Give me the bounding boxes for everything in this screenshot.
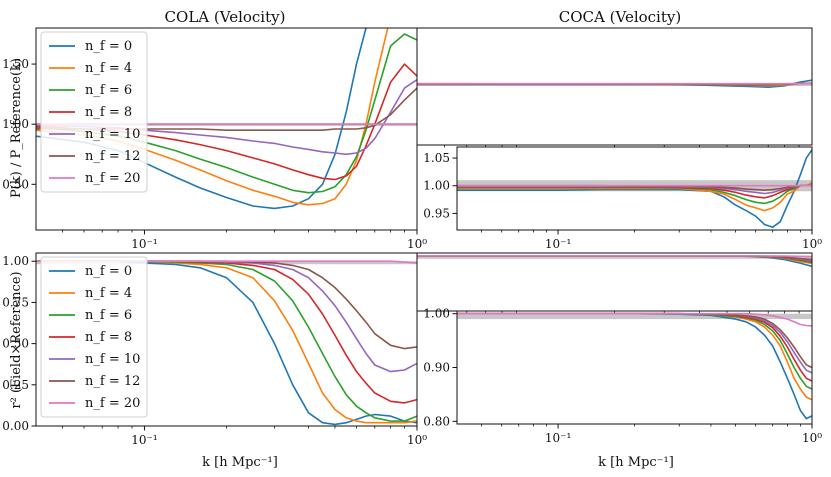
panel-cola_r2: 10⁻¹ 10⁰ 0.00 0.25 0.50 0.75 1.00 xyxy=(2,252,427,447)
legend-label: n_f = 6 xyxy=(85,83,132,98)
ylabel-power: P(k) / P_Reference(k) xyxy=(9,58,24,198)
legend-power: n_f = 0 n_f = 4 n_f = 6 n_f = 8 n_f = 10 n_f … xyxy=(40,31,148,193)
legend-label: n_f = 4 xyxy=(85,61,132,76)
panel-coca_power_zoom: 10⁻¹ 10⁰ 0.95 1.00 1.05 xyxy=(423,146,822,251)
y-tick-label: 1.05 xyxy=(423,151,450,165)
y-tick-label: 1.00 xyxy=(2,254,29,268)
x-tick-label: 10⁻¹ xyxy=(131,433,157,447)
series-line-coca_power_zoom-1 xyxy=(457,182,812,212)
x-tick-label: 10⁻¹ xyxy=(131,237,157,251)
plot-area-cola_power xyxy=(36,28,417,210)
series-line-coca_r2_zoom-6 xyxy=(457,312,812,327)
y-tick-label: 1.00 xyxy=(2,117,29,131)
plot-area-cola_r2 xyxy=(36,260,417,426)
reference-band xyxy=(457,313,812,320)
legend-label: n_f = 8 xyxy=(85,105,132,120)
series-line-cola_power-1 xyxy=(36,28,389,206)
legend-label: n_f = 8 xyxy=(85,330,132,345)
legend-label: n_f = 12 xyxy=(85,374,140,389)
legend-label: n_f = 20 xyxy=(85,396,140,411)
legend-label: n_f = 4 xyxy=(85,286,132,301)
series-line-cola_power-4 xyxy=(36,79,417,156)
panel-coca_power xyxy=(416,27,813,148)
panel-coca_r2_zoom: 10⁻¹ 10⁰ 0.80 0.90 1.00 xyxy=(423,307,822,445)
title-cola: COLA (Velocity) xyxy=(165,8,286,26)
panel-coca_r2 xyxy=(416,252,813,314)
y-tick-label: 0.50 xyxy=(2,337,29,351)
y-tick-label: 0.90 xyxy=(423,361,450,375)
y-tick-label: 0.50 xyxy=(2,177,29,191)
plot-area-coca_power xyxy=(417,79,812,88)
series-line-cola_r2-6 xyxy=(36,260,417,264)
legend-label: n_f = 0 xyxy=(85,264,132,279)
xlabel-left: k [h Mpc⁻¹] xyxy=(202,455,278,470)
x-tick-label: 10⁰ xyxy=(407,237,427,251)
series-line-cola_r2-2 xyxy=(36,260,417,422)
plot-area-coca_power_zoom xyxy=(457,149,812,228)
series-line-cola_power-2 xyxy=(36,33,417,194)
y-tick-label: 1.50 xyxy=(2,57,29,71)
plot-area-coca_r2_zoom xyxy=(457,312,812,420)
reference-band xyxy=(417,255,812,259)
legend-label: n_f = 10 xyxy=(85,127,140,142)
legend-frame xyxy=(40,31,148,193)
legend-label: n_f = 20 xyxy=(85,171,140,186)
y-tick-label: 0.95 xyxy=(423,206,450,220)
legend-label: n_f = 0 xyxy=(85,39,132,54)
y-tick-label: 1.00 xyxy=(423,307,450,321)
x-tick-label: 10⁰ xyxy=(802,431,822,445)
x-tick-label: 10⁻¹ xyxy=(545,431,571,445)
x-tick-label: 10⁰ xyxy=(802,237,822,251)
xlabel-right: k [h Mpc⁻¹] xyxy=(598,455,674,470)
legend-label: n_f = 12 xyxy=(85,149,140,164)
legend-label: n_f = 10 xyxy=(85,352,140,367)
ylabel-r2: r² (Field×Reference) xyxy=(9,271,24,408)
legend-label: n_f = 6 xyxy=(85,308,132,323)
y-tick-label: 0.80 xyxy=(423,414,450,428)
series-line-cola_power-3 xyxy=(36,63,417,181)
y-tick-label: 0.00 xyxy=(2,419,29,433)
legend-frame xyxy=(40,256,148,418)
series-line-cola_power-0 xyxy=(36,28,367,210)
x-tick-label: 10⁻¹ xyxy=(545,237,571,251)
y-tick-label: 0.75 xyxy=(2,295,29,309)
series-line-cola_r2-0 xyxy=(36,260,417,426)
legend-r2: n_f = 0 n_f = 4 n_f = 6 n_f = 8 n_f = 10 n_f … xyxy=(40,256,148,418)
y-tick-label: 1.00 xyxy=(423,179,450,193)
series-line-coca_r2-6 xyxy=(417,255,812,258)
y-tick-label: 0.25 xyxy=(2,378,29,392)
title-coca: COCA (Velocity) xyxy=(559,8,681,26)
x-tick-label: 10⁰ xyxy=(407,433,427,447)
plot-area-coca_r2 xyxy=(417,255,812,268)
series-line-cola_power-5 xyxy=(36,87,417,131)
